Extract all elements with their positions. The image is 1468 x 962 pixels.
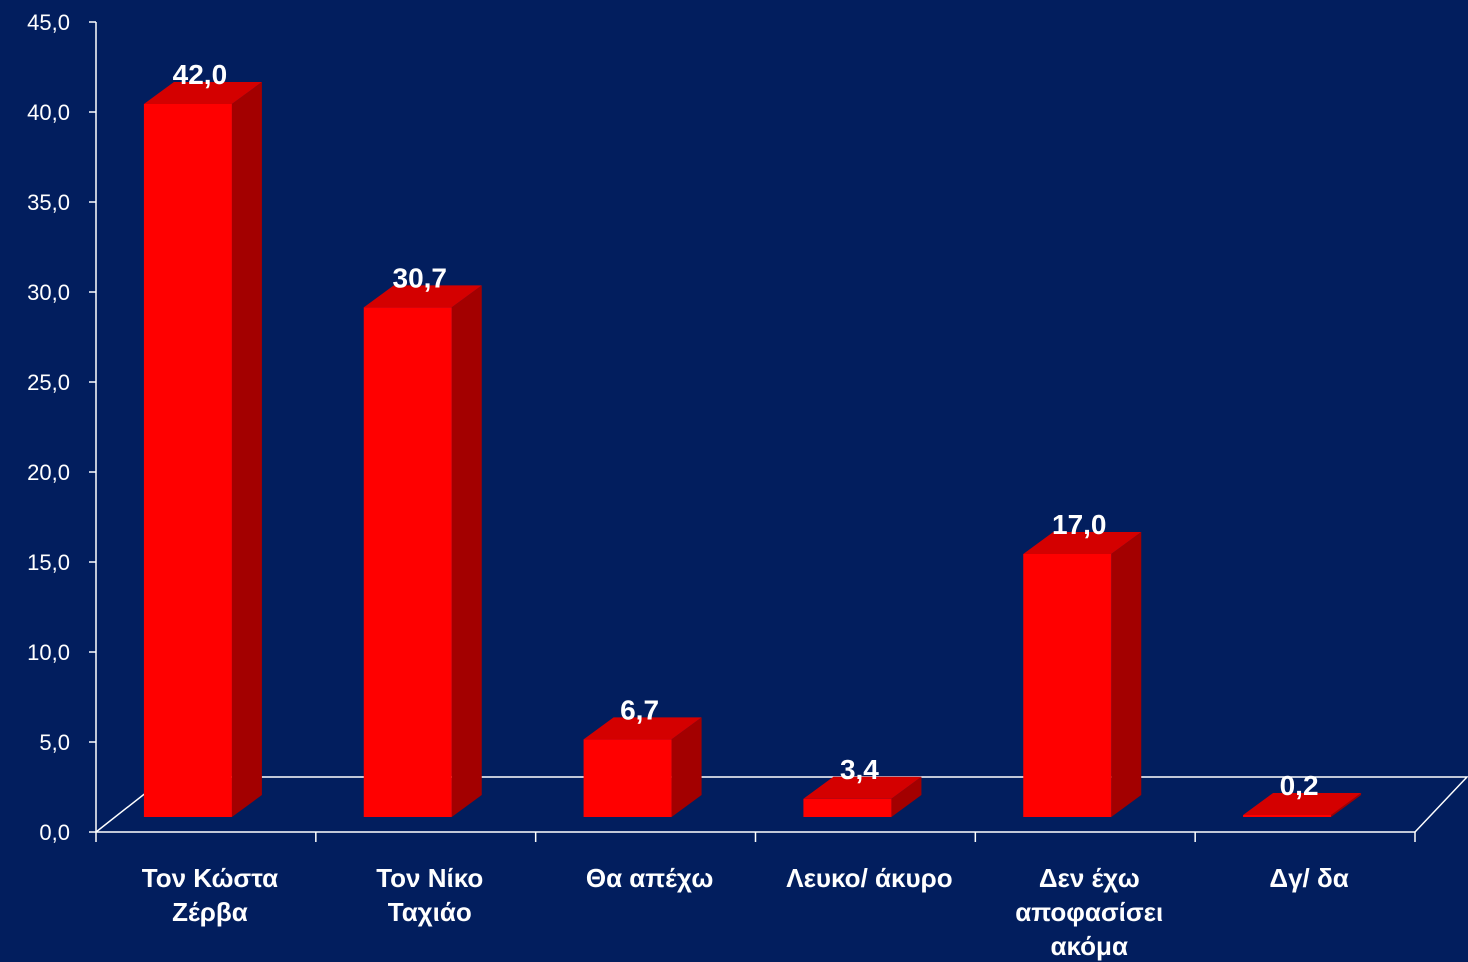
x-tick-label-line: Θα απέχω: [586, 863, 713, 893]
bar: [803, 798, 892, 817]
bar-top: [803, 776, 922, 799]
bar: [1023, 554, 1112, 817]
x-tick-label: Δεν έχω αποφασίσει ακόμα: [1015, 863, 1163, 961]
y-tick-label: 15,0: [27, 550, 70, 575]
bar-top: [143, 82, 262, 104]
bar-side: [1111, 532, 1142, 817]
data-label: 17,0: [1052, 509, 1107, 540]
data-label: 42,0: [173, 59, 228, 90]
y-tick-label: 20,0: [27, 460, 70, 485]
x-tick-label: Τον Νίκο Ταχιάο: [376, 863, 483, 927]
x-tick-label: Θα απέχω: [586, 863, 713, 893]
bar-side: [1331, 793, 1362, 817]
bar-top: [1243, 793, 1362, 815]
x-tick-label-line: Τον Νίκο: [376, 863, 483, 893]
data-label: 6,7: [620, 694, 659, 725]
bar-side: [671, 717, 702, 817]
y-tick-label: 35,0: [27, 190, 70, 215]
data-label: 30,7: [393, 262, 448, 293]
x-tick-label: Λευκο/ άκυρο: [786, 863, 952, 893]
data-label: 0,2: [1280, 770, 1319, 801]
x-tick-label-line: Λευκο/ άκυρο: [786, 863, 952, 893]
bar-side: [891, 776, 922, 817]
x-tick-label: Τον Κώστα Ζέρβα: [142, 863, 278, 927]
bar-top: [363, 285, 482, 308]
y-tick-label: 5,0: [39, 730, 70, 755]
bar-top: [1023, 532, 1142, 554]
y-tick-label: 30,0: [27, 280, 70, 305]
data-label: 3,4: [840, 754, 879, 785]
x-tick-label-line: Τον Κώστα: [142, 863, 278, 893]
bar-side: [451, 285, 482, 817]
x-tick-label-line: Δγ/ δα: [1269, 863, 1348, 893]
x-tick-label: Δγ/ δα: [1269, 863, 1348, 893]
bar: [583, 739, 672, 817]
x-tick-label-line: αποφασίσει: [1015, 897, 1163, 927]
bar: [143, 104, 232, 817]
y-tick-label: 45,0: [27, 10, 70, 35]
y-tick-label: 0,0: [39, 820, 70, 845]
bar: [1243, 815, 1332, 817]
y-tick-label: 40,0: [27, 100, 70, 125]
bar: [363, 307, 452, 817]
bar-side: [231, 82, 262, 817]
x-tick-label-line: ακόμα: [1051, 931, 1128, 961]
bar-top: [583, 717, 702, 740]
x-tick-label-line: Δεν έχω: [1039, 863, 1140, 893]
y-tick-label: 25,0: [27, 370, 70, 395]
x-tick-label-line: Ταχιάο: [388, 897, 472, 927]
chart-floor: [95, 776, 1468, 833]
y-tick-label: 10,0: [27, 640, 70, 665]
x-tick-label-line: Ζέρβα: [172, 897, 248, 927]
